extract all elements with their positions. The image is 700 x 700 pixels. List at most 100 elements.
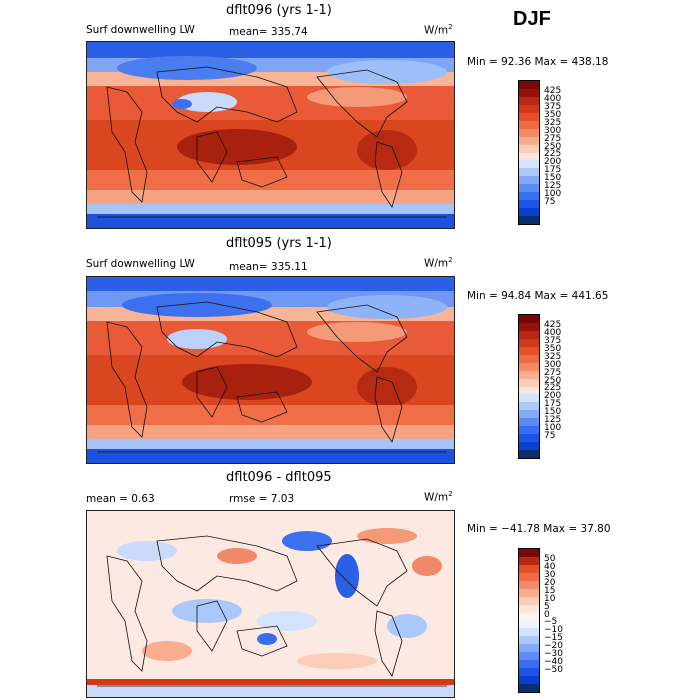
- colorbar-tick-label: 5: [544, 601, 550, 612]
- colorbar-tick-label: −10: [544, 625, 563, 636]
- colorbar-tick-label: 350: [544, 109, 562, 120]
- colorbar-swatch: [519, 354, 539, 364]
- panel-1-minmax: Min = 92.36 Max = 438.18: [467, 56, 609, 68]
- panel-1-mean-label: mean= 335.74: [229, 26, 308, 38]
- colorbar-swatch: [519, 330, 539, 340]
- colorbar-swatch: [519, 136, 539, 146]
- panel-1-colorbar: [518, 80, 540, 225]
- panel-2-map-field: [87, 277, 454, 463]
- colorbar-swatch: [519, 556, 539, 566]
- colorbar-swatch: [519, 216, 539, 225]
- colorbar-swatch: [519, 96, 539, 106]
- colorbar-swatch: [519, 346, 539, 356]
- colorbar-tick-label: 100: [544, 423, 562, 434]
- colorbar-tick-label: −40: [544, 657, 563, 668]
- colorbar-swatch: [519, 386, 539, 395]
- colorbar-swatch: [519, 572, 539, 582]
- panel-3-colorbar: [518, 548, 540, 693]
- colorbar-tick-label: −20: [544, 641, 563, 652]
- panel-2-variable-label: Surf downwelling LW: [86, 258, 195, 270]
- colorbar-tick-label: −50: [544, 665, 563, 676]
- colorbar-swatch: [519, 128, 539, 138]
- colorbar-tick-label: 250: [544, 375, 562, 386]
- colorbar-tick-label: 50: [544, 553, 556, 564]
- colorbar-tick-label: 0: [544, 609, 550, 620]
- season-label: DJF: [513, 8, 551, 30]
- colorbar-swatch: [519, 378, 539, 387]
- colorbar-swatch: [519, 322, 539, 332]
- panel-1-map: [86, 41, 455, 229]
- colorbar-swatch: [519, 104, 539, 114]
- colorbar-swatch: [519, 596, 539, 606]
- colorbar-tick-label: 375: [544, 101, 562, 112]
- colorbar-swatch: [519, 152, 539, 161]
- colorbar-swatch: [519, 112, 539, 122]
- colorbar-tick-label: 425: [544, 319, 562, 330]
- panel-2-mean-label: mean= 335.11: [229, 261, 308, 273]
- colorbar-swatch: [519, 604, 539, 614]
- colorbar-swatch: [519, 450, 539, 459]
- colorbar-swatch: [519, 668, 539, 677]
- colorbar-swatch: [519, 612, 539, 621]
- colorbar-swatch: [519, 644, 539, 653]
- colorbar-swatch: [519, 676, 539, 685]
- colorbar-tick-label: 225: [544, 383, 562, 394]
- panel-3-rmse-label: rmse = 7.03: [229, 493, 295, 505]
- colorbar-swatch: [519, 144, 539, 153]
- colorbar-tick-label: 400: [544, 327, 562, 338]
- colorbar-swatch: [519, 402, 539, 411]
- colorbar-swatch: [519, 168, 539, 177]
- colorbar-swatch: [519, 418, 539, 427]
- colorbar-tick-label: −5: [544, 617, 558, 628]
- colorbar-tick-label: 300: [544, 125, 562, 136]
- colorbar-swatch: [519, 362, 539, 372]
- colorbar-tick-label: −30: [544, 649, 563, 660]
- colorbar-tick-label: 325: [544, 351, 562, 362]
- panel-2-minmax: Min = 94.84 Max = 441.65: [467, 290, 609, 302]
- colorbar-tick-label: 325: [544, 117, 562, 128]
- colorbar-tick-label: 250: [544, 141, 562, 152]
- colorbar-tick-label: 350: [544, 343, 562, 354]
- colorbar-tick-label: 125: [544, 415, 562, 426]
- colorbar-tick-label: 275: [544, 367, 562, 378]
- colorbar-swatch: [519, 120, 539, 130]
- colorbar-swatch: [519, 652, 539, 661]
- colorbar-swatch: [519, 636, 539, 645]
- colorbar-swatch: [519, 370, 539, 380]
- colorbar-swatch: [519, 684, 539, 693]
- colorbar-tick-label: 225: [544, 149, 562, 160]
- colorbar-tick-label: 175: [544, 399, 562, 410]
- colorbar-tick-label: 200: [544, 157, 562, 168]
- colorbar-swatch: [519, 426, 539, 435]
- colorbar-tick-label: 20: [544, 577, 556, 588]
- colorbar-tick-label: 375: [544, 335, 562, 346]
- panel-1-map-field: [87, 42, 454, 228]
- colorbar-swatch: [519, 660, 539, 669]
- colorbar-swatch: [519, 588, 539, 598]
- colorbar-swatch: [519, 208, 539, 217]
- panel-2-units: W/m2: [424, 256, 453, 270]
- colorbar-tick-label: −15: [544, 633, 563, 644]
- colorbar-swatch: [519, 394, 539, 403]
- colorbar-tick-label: 175: [544, 165, 562, 176]
- panel-2-map: [86, 276, 455, 464]
- panel-1-units: W/m2: [424, 23, 453, 37]
- colorbar-tick-label: 275: [544, 133, 562, 144]
- panel-3-map-field: [87, 511, 454, 697]
- panel-1-title: dflt096 (yrs 1-1): [226, 3, 332, 18]
- colorbar-swatch: [519, 184, 539, 193]
- colorbar-tick-label: 40: [544, 561, 556, 572]
- colorbar-swatch: [519, 620, 539, 629]
- colorbar-swatch: [519, 410, 539, 419]
- colorbar-swatch: [519, 200, 539, 209]
- colorbar-swatch: [519, 580, 539, 590]
- colorbar-swatch: [519, 160, 539, 169]
- colorbar-tick-label: 425: [544, 85, 562, 96]
- colorbar-tick-label: 10: [544, 593, 556, 604]
- panel-3-minmax: Min = −41.78 Max = 37.80: [467, 523, 611, 535]
- panel-3-map: [86, 510, 455, 698]
- colorbar-tick-label: 300: [544, 359, 562, 370]
- colorbar-tick-label: 30: [544, 569, 556, 580]
- colorbar-swatch: [519, 434, 539, 443]
- colorbar-swatch: [519, 338, 539, 348]
